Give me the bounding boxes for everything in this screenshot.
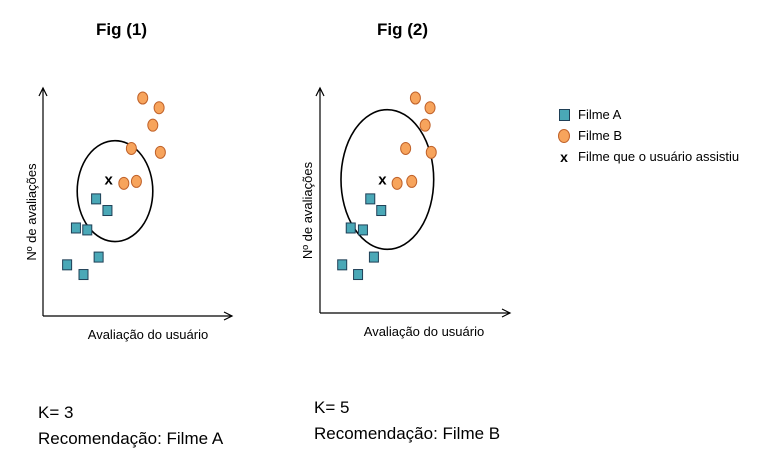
fig1-summary: K= 3 Recomendação: Filme A (38, 400, 223, 452)
filme-b-point (125, 141, 137, 155)
x-axis-label: Avaliação do usuário (88, 327, 208, 342)
legend-label: Filme A (578, 107, 622, 122)
filme-b-point (424, 101, 436, 115)
circle-marker-icon (558, 128, 570, 143)
filme-b-point (419, 118, 431, 132)
filme-b-point (147, 118, 159, 132)
fig1-k-value: K= 3 (38, 403, 74, 422)
y-axis-label: Nº de avaliações (300, 161, 315, 259)
filme-a-point (337, 259, 348, 271)
filme-b-point (409, 91, 421, 105)
filme-a-point (91, 193, 102, 205)
legend-item-filme-b: Filme B (556, 125, 739, 146)
legend-item-filme-a: Filme A (556, 104, 739, 125)
filme-a-point (102, 205, 113, 217)
fig2-recommendation: Recomendação: Filme B (314, 424, 501, 443)
fig2-summary: K= 5 Recomendação: Filme B (314, 395, 500, 447)
filme-b-point (153, 101, 165, 115)
filme-a-point (345, 222, 356, 234)
filme-b-point (391, 176, 403, 190)
filme-a-point (78, 269, 89, 281)
filme-a-point (357, 224, 368, 236)
legend: Filme A Filme B x Filme que o usuário as… (556, 104, 739, 167)
filme-a-point (353, 269, 364, 281)
filme-a-point (376, 205, 387, 217)
filme-b-point (130, 174, 142, 188)
fig2-title: Fig (2) (377, 20, 428, 39)
fig1-title: Fig (1) (96, 20, 147, 39)
x-axis-arrow (223, 311, 234, 321)
x-axis-arrow (501, 308, 512, 318)
filme-b-point (137, 91, 149, 105)
fig1-recommendation: Recomendação: Filme A (38, 429, 224, 448)
filme-b-point (154, 145, 166, 159)
watched-movie-marker: x (378, 171, 387, 188)
filme-a-point (70, 222, 81, 234)
filme-a-point (82, 224, 93, 236)
legend-label: Filme que o usuário assistiu (578, 149, 740, 164)
filme-a-point (62, 259, 73, 271)
neighborhood-circle (76, 139, 154, 243)
square-marker-icon (558, 108, 570, 121)
y-axis-label: Nº de avaliações (24, 163, 39, 261)
filme-a-point (93, 251, 104, 263)
neighborhood-circle (340, 108, 435, 251)
x-marker-icon: x (560, 148, 568, 165)
filme-b-point (406, 174, 418, 188)
x-axis-label: Avaliação do usuário (364, 324, 484, 339)
plot-panel-1: Avaliação do usuário Nº de avaliações x (24, 86, 234, 342)
plot-panel-2: Avaliação do usuário Nº de avaliações x (300, 86, 512, 339)
filme-b-point (118, 176, 130, 190)
filme-b-point (400, 141, 412, 155)
watched-movie-marker: x (105, 171, 114, 188)
y-axis-arrow (315, 86, 325, 97)
y-axis-arrow (38, 86, 48, 97)
fig2-k-value: K= 5 (314, 398, 350, 417)
legend-label: Filme B (578, 128, 623, 143)
filme-a-point (365, 193, 376, 205)
filme-a-point (368, 251, 379, 263)
legend-item-watched: x Filme que o usuário assistiu (556, 146, 739, 167)
filme-b-point (425, 145, 437, 159)
